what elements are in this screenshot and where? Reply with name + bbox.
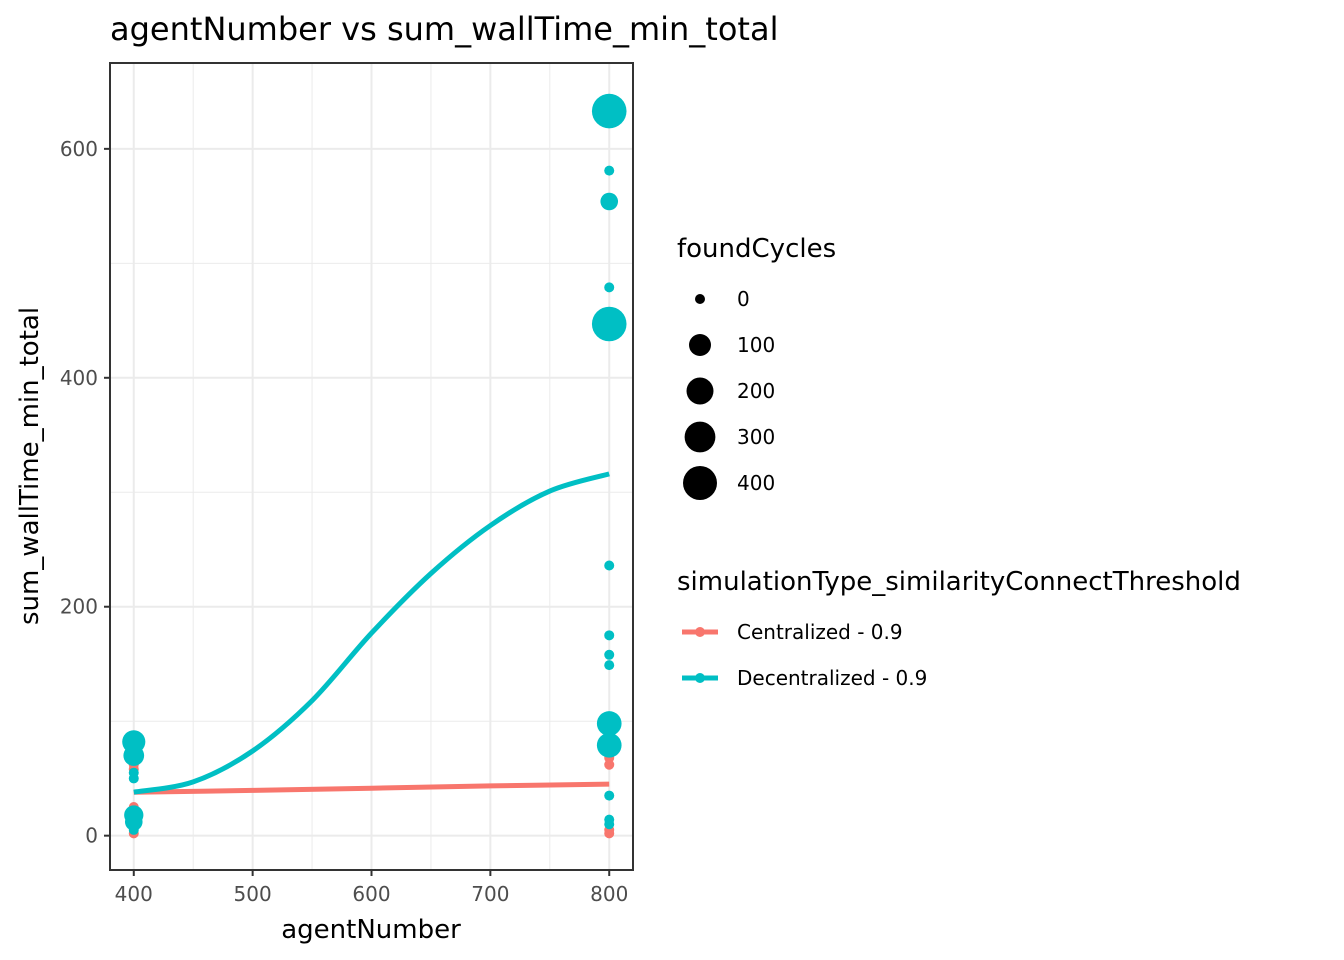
- size-legend-key: [684, 421, 716, 453]
- color-legend-label: Decentralized - 0.9: [737, 666, 927, 690]
- size-legend-label: 200: [737, 379, 775, 403]
- x-tick-label: 700: [471, 882, 509, 906]
- fit-line-decentralized: [133, 471, 610, 795]
- y-tick-label: 0: [85, 824, 98, 848]
- data-point-decentralized: [604, 165, 615, 176]
- x-tick-label: 400: [115, 882, 153, 906]
- x-tick-label: 500: [234, 882, 272, 906]
- data-point-decentralized: [604, 630, 615, 641]
- data-point-decentralized: [604, 282, 615, 293]
- size-legend-label: 0: [737, 287, 750, 311]
- size-legend-key: [686, 377, 714, 405]
- plot-panel: [109, 62, 634, 871]
- color-legend-dot: [695, 627, 705, 637]
- size-legend: foundCycles 0 100 200 300 400: [677, 234, 836, 500]
- size-legend-key: [689, 334, 711, 356]
- data-point-decentralized: [604, 790, 615, 801]
- x-tick-label: 600: [352, 882, 390, 906]
- size-legend-key: [683, 466, 717, 500]
- data-point-decentralized: [128, 767, 139, 778]
- data-point-decentralized: [591, 306, 627, 342]
- data-point-decentralized: [604, 814, 615, 825]
- color-legend: simulationType_similarityConnectThreshol…: [677, 567, 1241, 690]
- x-axis: 400 500 600 700 800: [115, 870, 628, 906]
- size-legend-key: [695, 294, 705, 304]
- x-tick-label: 800: [590, 882, 628, 906]
- data-point-decentralized: [124, 805, 144, 825]
- size-legend-title: foundCycles: [677, 234, 836, 264]
- color-legend-label: Centralized - 0.9: [737, 620, 903, 644]
- data-point-decentralized: [591, 93, 627, 129]
- data-point-decentralized: [604, 660, 615, 671]
- color-legend-title: simulationType_similarityConnectThreshol…: [677, 567, 1241, 597]
- data-point-decentralized: [596, 732, 622, 758]
- size-legend-label: 300: [737, 425, 775, 449]
- size-legend-label: 400: [737, 471, 775, 495]
- data-point-decentralized: [604, 649, 615, 660]
- data-points: [122, 93, 627, 839]
- y-axis: 0 200 400 600: [60, 137, 110, 848]
- data-point-centralized: [604, 759, 615, 770]
- x-axis-title: agentNumber: [281, 915, 461, 945]
- size-legend-label: 100: [737, 333, 775, 357]
- chart-title: agentNumber vs sum_wallTime_min_total: [110, 10, 778, 48]
- data-point-decentralized: [596, 711, 622, 736]
- y-tick-label: 400: [60, 366, 98, 390]
- y-tick-label: 600: [60, 137, 98, 161]
- fit-line-centralized: [133, 781, 610, 795]
- y-tick-label: 200: [60, 595, 98, 619]
- color-legend-dot: [695, 673, 705, 683]
- data-point-decentralized: [604, 560, 615, 571]
- data-point-decentralized: [122, 730, 146, 754]
- fit-lines: [133, 471, 610, 795]
- data-point-decentralized: [600, 192, 619, 211]
- y-axis-title: sum_wallTime_min_total: [15, 307, 45, 625]
